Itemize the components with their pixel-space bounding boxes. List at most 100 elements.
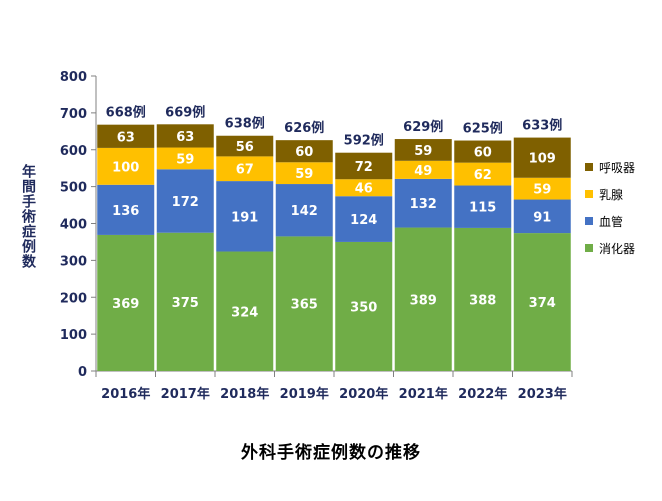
x-tick-label: 2019年	[280, 386, 329, 402]
data-label: 375	[172, 296, 199, 311]
data-label: 324	[231, 305, 258, 320]
bar-segment	[216, 156, 274, 182]
data-label: 60	[474, 146, 492, 161]
total-label: 625例	[463, 121, 503, 137]
bar-segment	[335, 241, 393, 371]
bar-segment	[513, 177, 571, 200]
y-tick-label: 400	[60, 218, 87, 233]
total-label: 638例	[225, 116, 265, 132]
bar-segment	[97, 147, 155, 185]
bar-segment	[97, 124, 155, 148]
data-label: 109	[529, 152, 556, 167]
bar-segment	[97, 234, 155, 371]
bar-segment	[394, 160, 452, 179]
legend-swatch	[585, 217, 593, 225]
bar-segment	[394, 227, 452, 371]
data-label: 191	[231, 210, 258, 225]
total-label: 629例	[403, 119, 443, 135]
x-tick-label: 2016年	[101, 386, 150, 402]
bar-segment	[156, 147, 214, 170]
bar-segment	[275, 140, 333, 163]
legend-swatch	[585, 244, 593, 252]
total-label: 592例	[344, 133, 384, 149]
bar-segment	[156, 169, 214, 233]
total-label: 668例	[106, 105, 146, 121]
y-tick-label: 600	[60, 144, 87, 159]
bar-segment	[394, 139, 452, 161]
data-label: 91	[533, 210, 551, 225]
data-label: 63	[117, 130, 135, 145]
y-tick-label: 100	[60, 328, 87, 343]
total-label: 633例	[522, 118, 562, 134]
y-tick-label: 300	[60, 254, 87, 269]
bar-segment	[513, 233, 571, 371]
data-label: 59	[295, 167, 313, 182]
bar-segment	[394, 178, 452, 228]
y-tick-label: 800	[60, 70, 87, 85]
bar-segment	[454, 227, 512, 371]
x-tick-label: 2023年	[518, 386, 567, 402]
bar-segment	[275, 162, 333, 185]
bar-segment	[216, 181, 274, 252]
bar-segment	[513, 199, 571, 234]
legend-label: 消化器	[599, 242, 635, 256]
bar-segment	[216, 135, 274, 157]
x-tick-label: 2022年	[458, 386, 507, 402]
data-label: 350	[350, 300, 377, 315]
data-label: 132	[410, 197, 437, 212]
bar-segment	[454, 185, 512, 228]
total-label: 626例	[284, 120, 324, 136]
bar-segment	[275, 236, 333, 371]
bar-segment	[335, 152, 393, 180]
data-label: 49	[414, 164, 432, 179]
data-label: 115	[469, 201, 496, 216]
chart-title: 外科手術症例数の推移	[241, 443, 421, 463]
bar-segment	[454, 140, 512, 163]
data-label: 56	[236, 140, 254, 155]
x-tick-label: 2018年	[220, 386, 269, 402]
data-label: 365	[291, 298, 318, 313]
bar-segment	[156, 124, 214, 148]
legend-label: 呼吸器	[599, 161, 635, 175]
data-label: 136	[112, 204, 139, 219]
data-label: 374	[529, 296, 556, 311]
y-tick-label: 200	[60, 291, 87, 306]
data-label: 72	[355, 160, 373, 175]
x-tick-label: 2021年	[399, 386, 448, 402]
x-tick-label: 2020年	[339, 386, 388, 402]
data-label: 62	[474, 168, 492, 183]
legend-swatch	[585, 163, 593, 171]
data-label: 142	[291, 204, 318, 219]
data-label: 100	[112, 160, 139, 175]
bar-segment	[97, 184, 155, 235]
legend-label: 乳腺	[599, 188, 623, 202]
y-tick-label: 0	[78, 365, 87, 380]
data-label: 369	[112, 297, 139, 312]
data-label: 59	[414, 144, 432, 159]
bar-segment	[216, 251, 274, 371]
x-tick-label: 2017年	[161, 386, 210, 402]
y-tick-label: 500	[60, 181, 87, 196]
y-axis-label: 年間手術症例数	[20, 164, 36, 269]
data-label: 67	[236, 163, 254, 178]
bar-segment	[156, 232, 214, 371]
data-label: 60	[295, 145, 313, 160]
data-label: 388	[469, 293, 496, 308]
data-label: 59	[533, 183, 551, 198]
y-tick-label: 700	[60, 107, 87, 122]
data-label: 46	[355, 182, 373, 197]
bar-segment	[335, 196, 393, 242]
bar-segment	[335, 179, 393, 197]
legend-swatch	[585, 190, 593, 198]
total-label: 669例	[165, 104, 205, 120]
data-label: 63	[176, 130, 194, 145]
data-label: 124	[350, 213, 377, 228]
legend-label: 血管	[599, 214, 623, 229]
data-label: 389	[410, 293, 437, 308]
data-label: 172	[172, 195, 199, 210]
bar-segment	[275, 184, 333, 237]
data-label: 59	[176, 152, 194, 167]
bar-segment	[513, 137, 571, 178]
